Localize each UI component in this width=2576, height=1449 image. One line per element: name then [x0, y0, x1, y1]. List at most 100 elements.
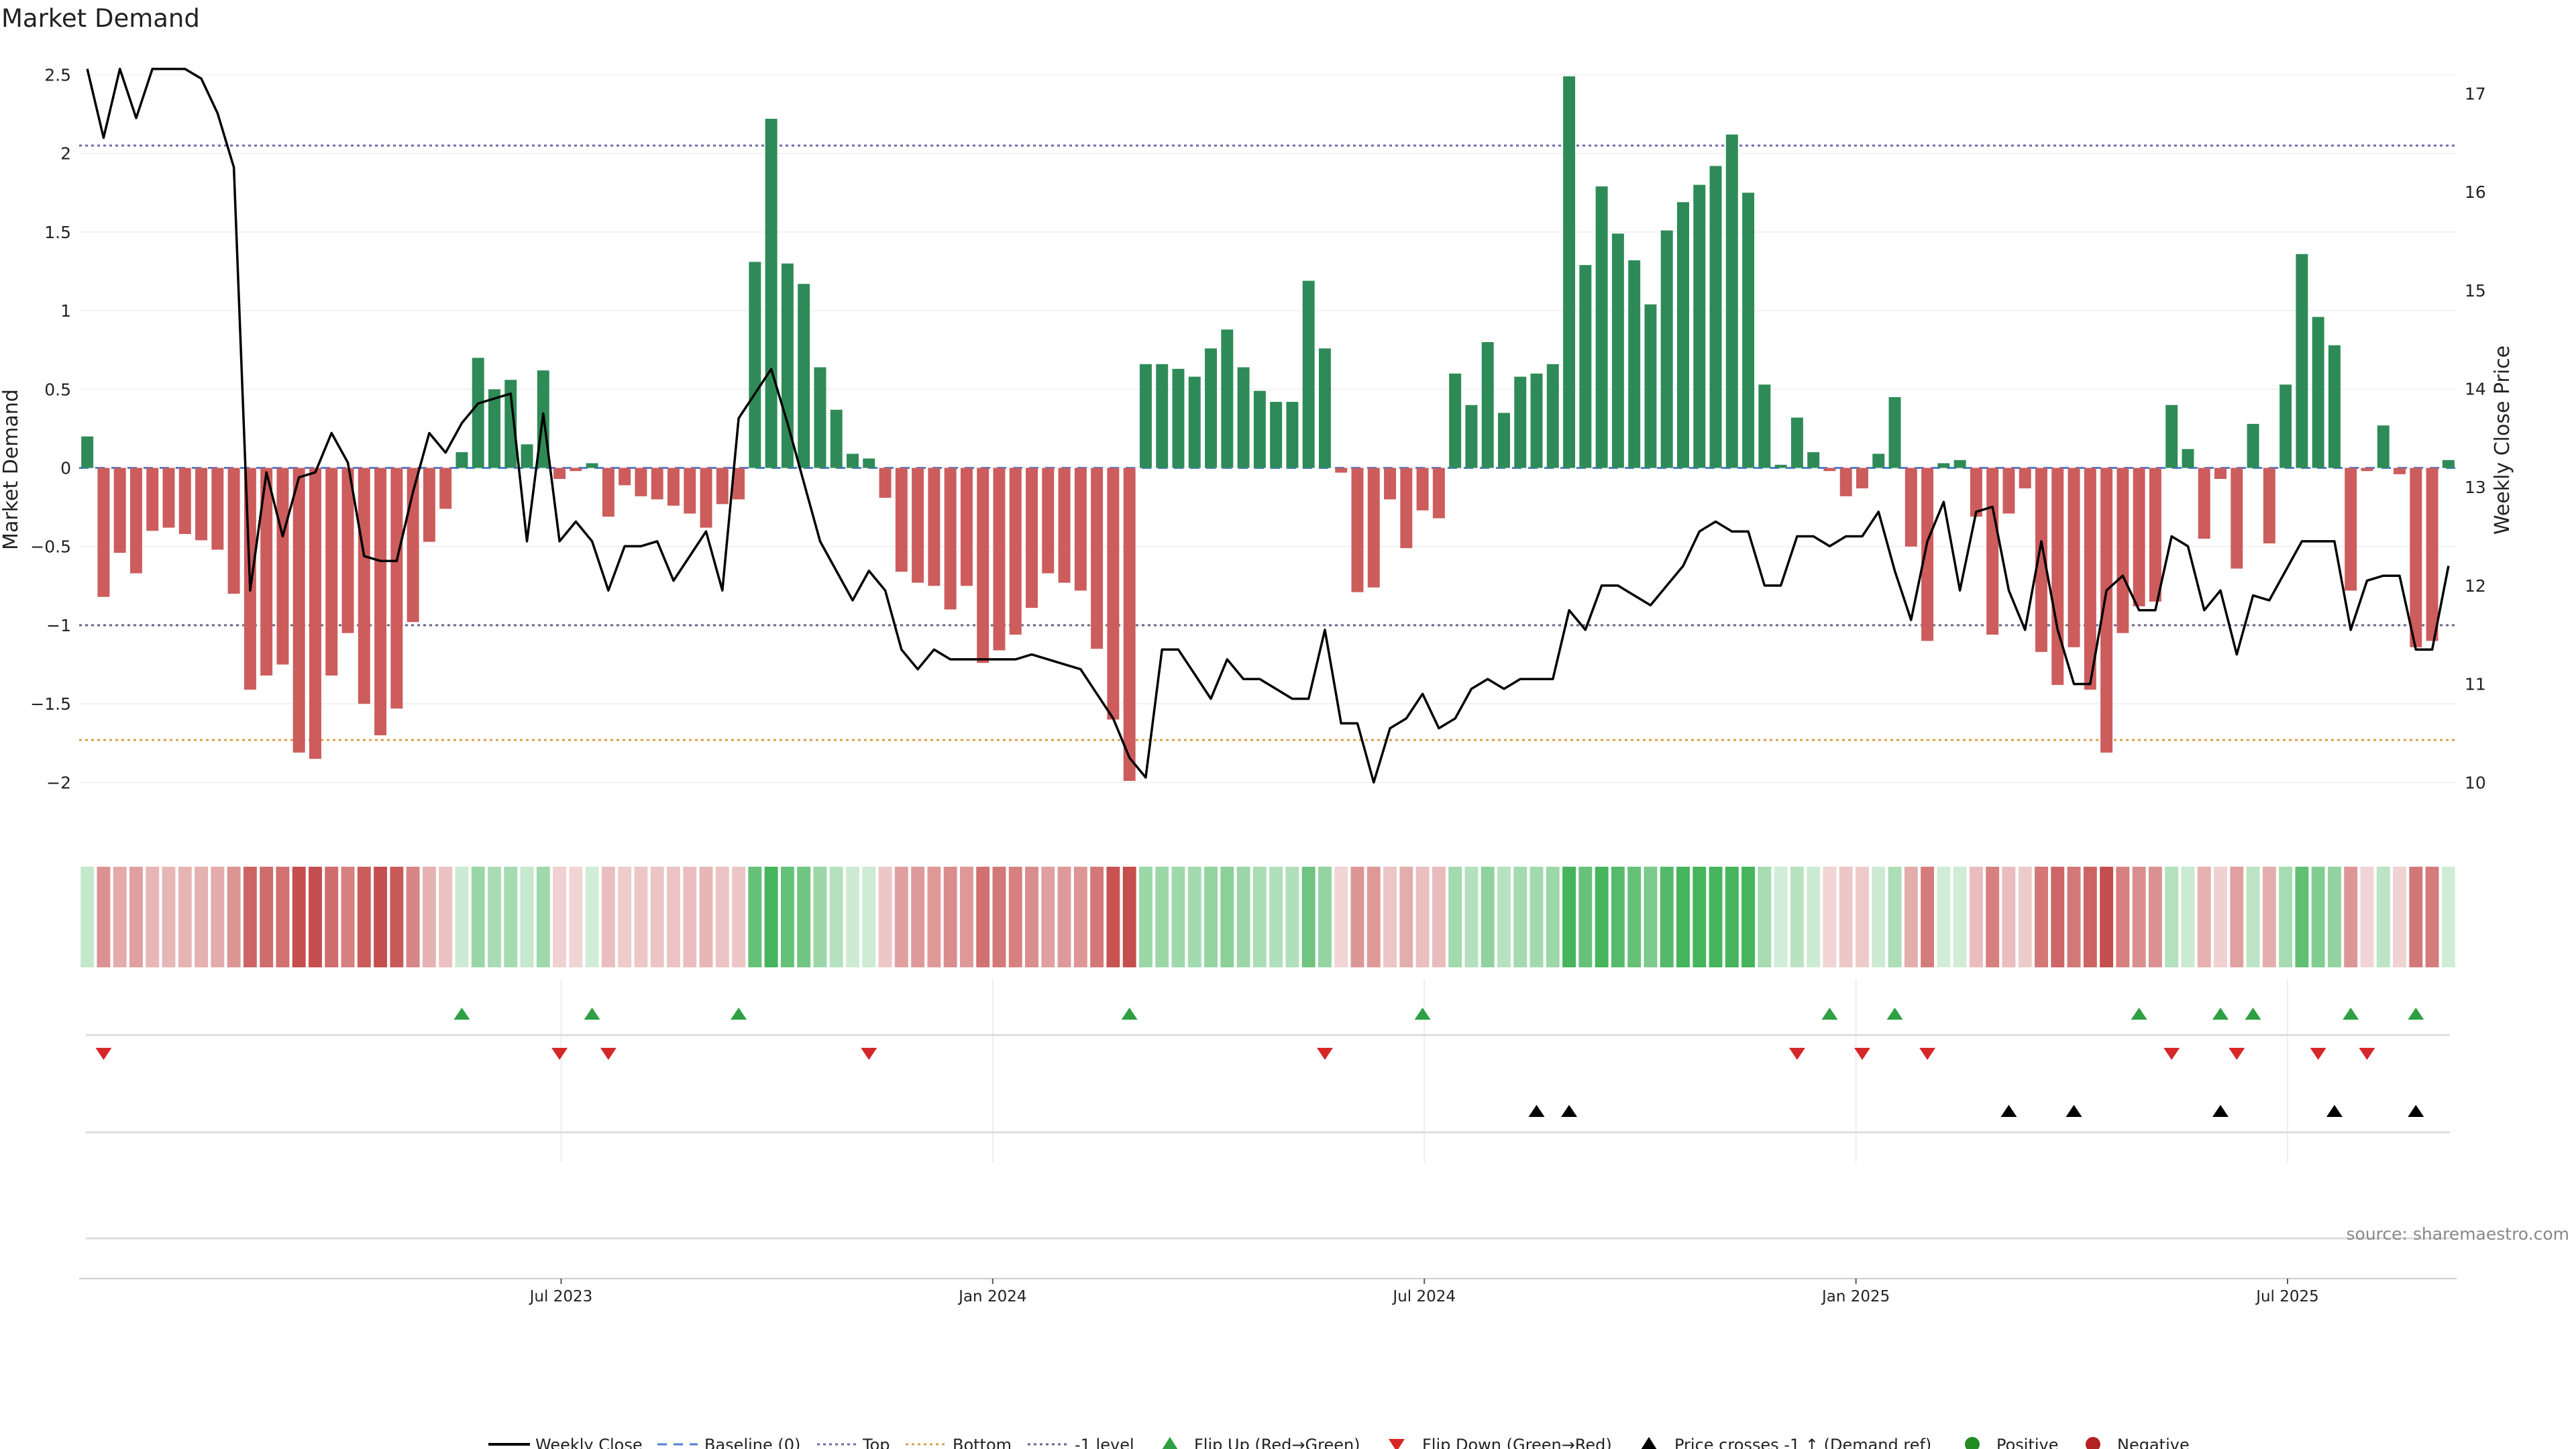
- heat-cell: [1513, 867, 1527, 967]
- demand-bar: [635, 468, 647, 496]
- heat-cell: [1138, 867, 1152, 967]
- legend-item: Flip Down (Green→Red): [1389, 1436, 1612, 1449]
- y-tick-label: 1: [60, 301, 71, 321]
- demand-bar: [2426, 468, 2438, 641]
- demand-bar: [667, 468, 680, 506]
- legend-item: Price crosses -1 ↑ (Demand ref): [1641, 1436, 1931, 1449]
- legend-item: Bottom: [906, 1436, 1012, 1449]
- heat-cell: [1546, 867, 1560, 967]
- y2-tick-label: 16: [2465, 182, 2486, 202]
- demand-bar: [1693, 184, 1706, 468]
- demand-bar: [716, 468, 729, 504]
- heat-cell: [732, 867, 746, 967]
- demand-bar: [1172, 368, 1185, 468]
- demand-bar: [1514, 376, 1527, 468]
- demand-bar: [863, 458, 875, 468]
- demand-bar: [733, 468, 745, 500]
- demand-bar: [2394, 468, 2406, 474]
- demand-bar: [1156, 364, 1169, 468]
- y-tick-label: 2.5: [44, 65, 71, 85]
- heat-cell: [569, 867, 583, 967]
- y-tick-label: −1: [46, 616, 71, 635]
- demand-bar: [1530, 373, 1543, 468]
- demand-bar: [1970, 468, 1982, 517]
- y2-tick-label: 11: [2465, 675, 2486, 694]
- demand-bar: [2312, 317, 2324, 468]
- legend-label: Top: [862, 1436, 890, 1449]
- demand-bar: [2361, 468, 2373, 472]
- heat-cell: [1921, 867, 1935, 967]
- demand-bar: [684, 468, 696, 514]
- heat-cell: [1758, 867, 1772, 967]
- heat-cell: [1986, 867, 2000, 967]
- demand-bar: [1107, 468, 1120, 720]
- heat-cell: [1318, 867, 1332, 967]
- y-tick-label: 2: [60, 144, 71, 164]
- demand-bar: [260, 468, 273, 676]
- flip-up-marker: [1821, 1008, 1838, 1020]
- heat-cell: [1953, 867, 1967, 967]
- legend-label: Negative: [2117, 1436, 2190, 1449]
- heat-cell: [2344, 867, 2358, 967]
- legend-label: Flip Up (Red→Green): [1194, 1436, 1360, 1449]
- demand-bar: [1807, 452, 1820, 468]
- y-tick-label: 0: [60, 459, 71, 478]
- demand-bar: [1937, 463, 1950, 468]
- demand-bar: [1904, 468, 1917, 547]
- demand-bar: [2442, 460, 2455, 468]
- demand-bar: [1188, 376, 1201, 468]
- heat-cell: [1627, 867, 1642, 967]
- heat-cell: [2067, 867, 2081, 967]
- heat-cell: [1448, 867, 1462, 967]
- y-tick-label: −0.5: [30, 537, 71, 557]
- demand-bar: [276, 468, 289, 665]
- legend-label: -1 level: [1075, 1436, 1134, 1449]
- demand-bar: [2133, 468, 2145, 606]
- demand-bar: [879, 468, 892, 498]
- heat-cell: [943, 867, 957, 967]
- demand-bar: [1205, 348, 1218, 468]
- heat-cell: [1415, 867, 1430, 967]
- heat-cell: [1204, 867, 1218, 967]
- heat-cell: [325, 867, 339, 967]
- heat-cell: [699, 867, 713, 967]
- demand-bar: [1725, 134, 1738, 468]
- heat-cell: [976, 867, 990, 967]
- demand-bar: [113, 468, 126, 553]
- heat-cell: [2311, 867, 2325, 967]
- flip-down-marker: [1854, 1048, 1870, 1060]
- heat-cell: [97, 867, 111, 967]
- legend-item: Positive: [1965, 1436, 2059, 1449]
- demand-bar: [2214, 468, 2227, 479]
- heat-cell: [80, 867, 95, 967]
- demand-bar: [1139, 364, 1152, 468]
- price-cross-marker: [2000, 1105, 2017, 1117]
- heat-cell: [1057, 867, 1071, 967]
- demand-bar: [798, 284, 810, 468]
- demand-bar: [765, 119, 777, 468]
- heat-cell: [1774, 867, 1788, 967]
- heat-cell: [780, 867, 794, 967]
- flip-up-marker: [731, 1008, 747, 1020]
- demand-bar: [178, 468, 191, 534]
- heat-cell: [1155, 867, 1169, 967]
- heat-cell: [2018, 867, 2032, 967]
- heat-cell: [146, 867, 160, 967]
- demand-bar: [830, 409, 843, 468]
- legend-label: Weekly Close: [535, 1436, 643, 1449]
- demand-bar: [2345, 468, 2357, 591]
- x-tick-label: Jan 2024: [957, 1288, 1026, 1305]
- heat-cell: [1790, 867, 1804, 967]
- heat-cell: [683, 867, 697, 967]
- heat-cell: [748, 867, 762, 967]
- demand-bar: [1872, 453, 1885, 468]
- flip-up-marker: [453, 1008, 470, 1020]
- heat-cell: [1187, 867, 1201, 967]
- flip-up-marker: [2131, 1008, 2147, 1020]
- demand-bar: [1091, 468, 1104, 649]
- demand-bar: [292, 468, 305, 753]
- demand-bar: [2019, 468, 2031, 489]
- legend-label: Baseline (0): [704, 1436, 800, 1449]
- right-y-axis-ticks: 17 16 15 14 13 12 11 10: [2465, 84, 2486, 792]
